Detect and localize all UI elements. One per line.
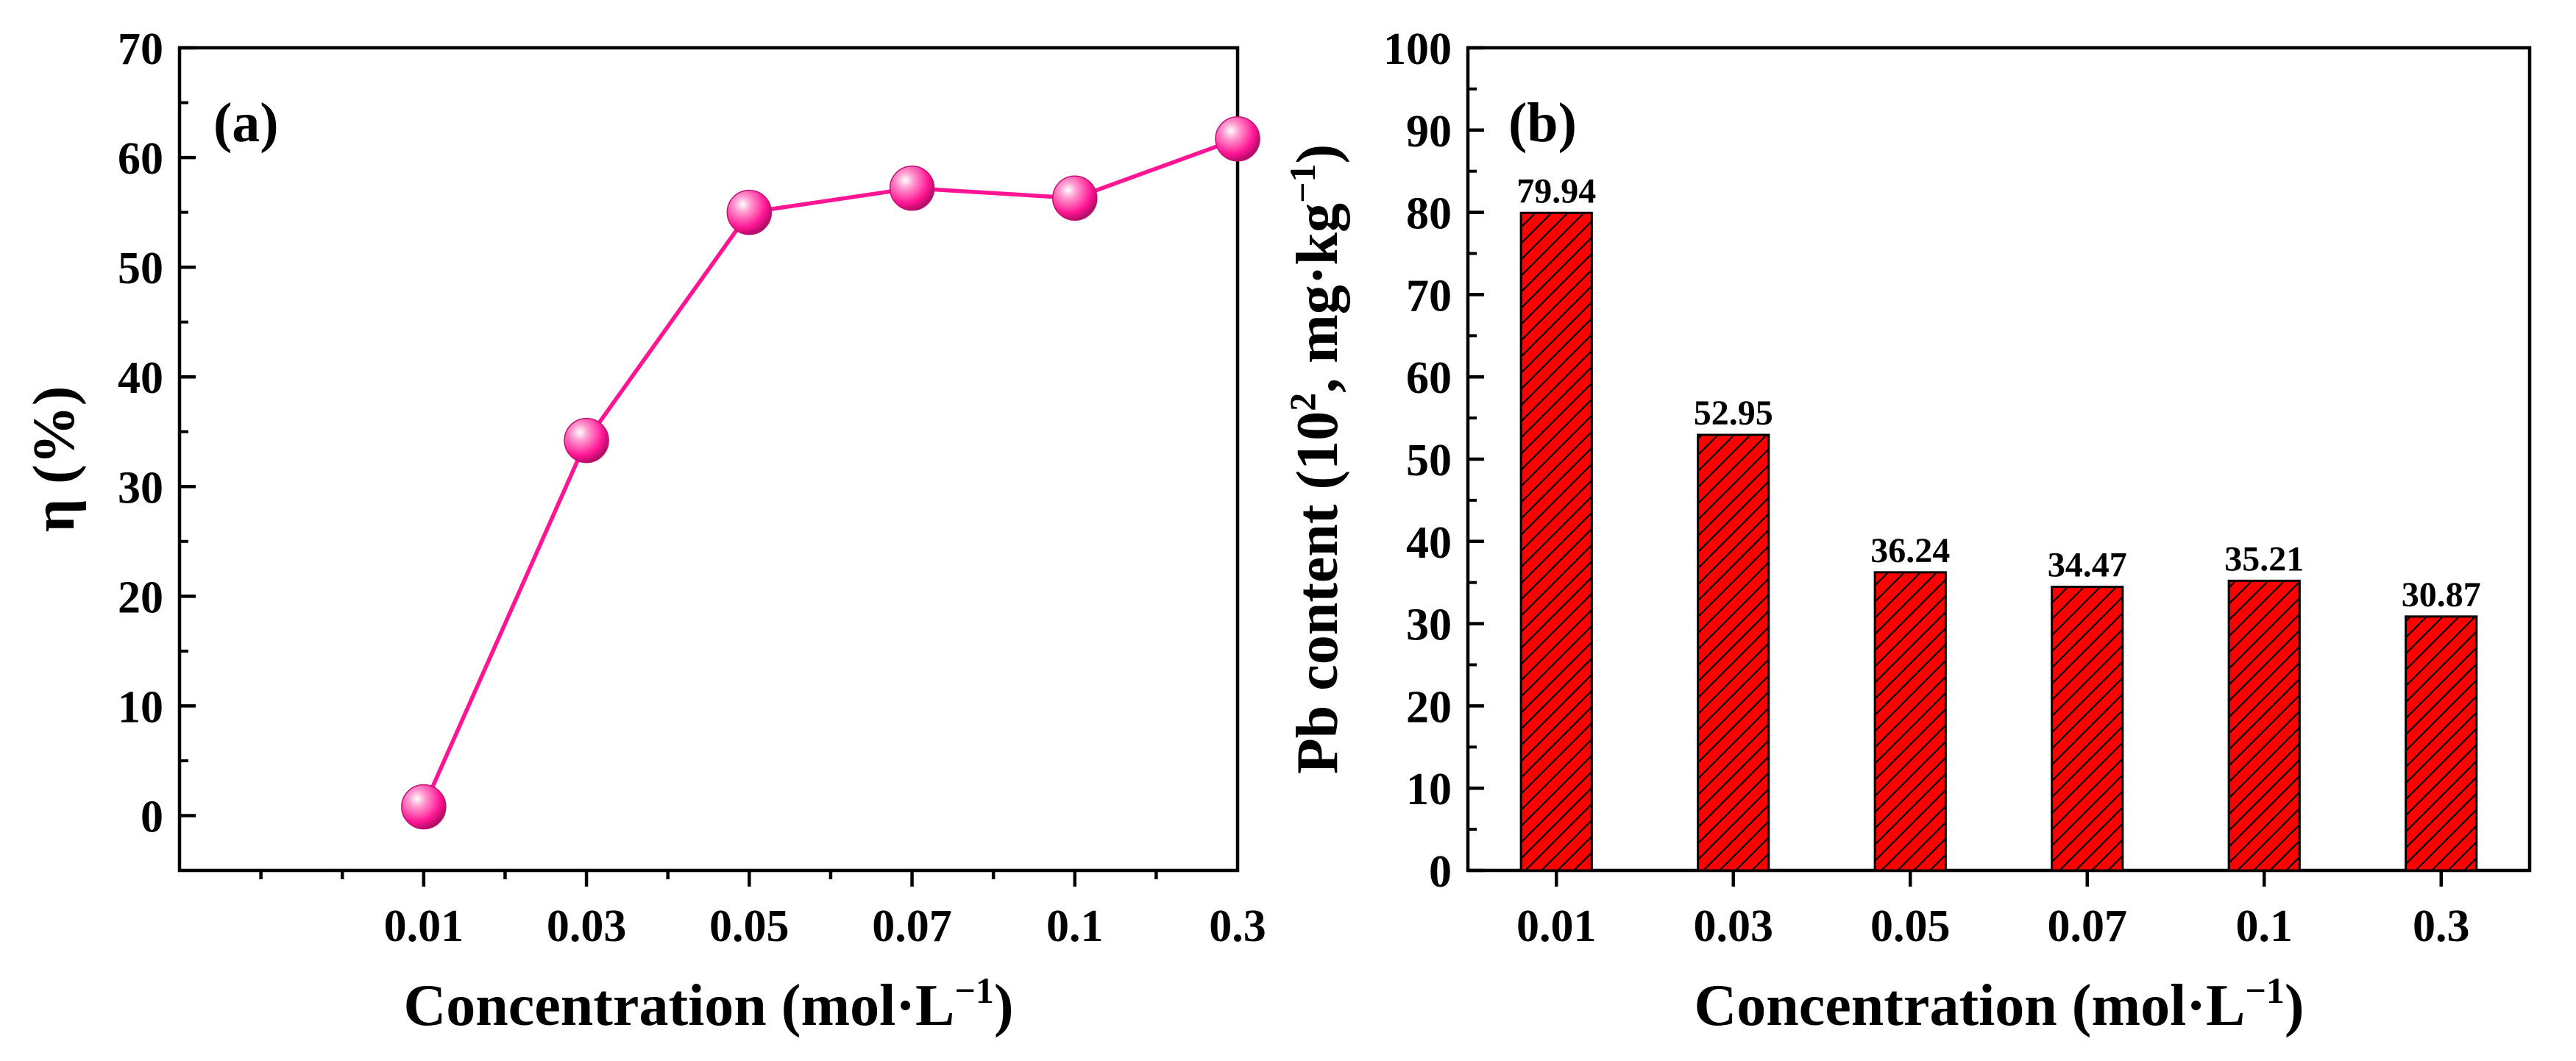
panel-b-y-title-part1: Pb content (10 xyxy=(1285,411,1350,774)
panel-b-bar-value-label: 79.94 xyxy=(1516,171,1596,210)
panel-a-x-tick-label: 0.07 xyxy=(872,901,952,951)
panel-a-label: (a) xyxy=(213,92,279,154)
panel-b-y-tick-label: 20 xyxy=(1406,682,1452,732)
panel-a-y-tick-label: 50 xyxy=(118,244,163,294)
panel-b-y-axis: 0 10 20 30 40 50 60 70 80 90 100 xyxy=(1383,24,1484,897)
panel-b-y-tick-label: 50 xyxy=(1406,436,1452,486)
panel-a-x-axis: 0.01 0.03 0.05 0.07 0.1 0.3 xyxy=(259,870,1266,951)
panel-b-x-tick-label: 0.01 xyxy=(1516,901,1597,951)
panel-b-x-axis-title: Concentration (mol·L−1) xyxy=(1695,970,2304,1038)
panel-b-y-tick-label: 100 xyxy=(1383,24,1452,74)
panel-b-y-tick-label: 30 xyxy=(1406,600,1452,650)
panel-b-bar xyxy=(1873,571,1947,872)
panel-a-x-tick-label: 0.03 xyxy=(547,901,627,951)
panel-b-bar xyxy=(2051,586,2124,872)
panel-a-y-tick-label: 30 xyxy=(118,463,163,513)
panel-a-y-tick-label: 40 xyxy=(118,353,163,403)
panel-b-y-tick-label: 40 xyxy=(1406,518,1452,568)
panel-a-data-point xyxy=(401,784,447,830)
panel-b-x-tick-label: 0.1 xyxy=(2236,901,2293,951)
panel-b-label: (b) xyxy=(1508,92,1577,154)
panel-a-x-axis-title-end: ) xyxy=(994,973,1014,1038)
panel-a-y-tick-label: 60 xyxy=(118,134,163,184)
panel-b-bar-value-label: 52.95 xyxy=(1694,394,1773,433)
panel-b-y-title-part2: , mg·kg xyxy=(1285,203,1350,393)
panel-b-y-tick-label: 10 xyxy=(1406,764,1452,815)
panel-a-plot-frame xyxy=(177,46,1240,873)
panel-b-y-axis-title: Pb content (102, mg·kg−1) xyxy=(1282,144,1350,774)
panel-b-x-axis: 0.01 0.03 0.05 0.07 0.1 0.3 xyxy=(1516,870,2470,951)
panel-b-x-tick-label: 0.3 xyxy=(2413,901,2470,951)
panel-a-series xyxy=(401,116,1260,830)
panel-b-y-tick-label: 60 xyxy=(1406,353,1452,403)
panel-b-y-title-sup1: 2 xyxy=(1282,393,1323,411)
panel-a-x-tick-label: 0.3 xyxy=(1209,901,1266,951)
panel-b-y-tick-label: 80 xyxy=(1406,189,1452,239)
panel-a-y-tick-label: 20 xyxy=(118,572,163,622)
panel-a-y-tick-label: 10 xyxy=(118,682,163,732)
panel-b-plot-frame xyxy=(1466,46,2532,873)
panel-b-bar-value-label: 36.24 xyxy=(1870,531,1950,570)
panel-a-x-tick-label: 0.01 xyxy=(384,901,464,951)
panel-b-y-tick-label: 90 xyxy=(1406,107,1452,157)
panel-b-y-tick-label: 70 xyxy=(1406,271,1452,321)
panel-a-x-tick-label: 0.1 xyxy=(1046,901,1104,951)
panel-b-x-tick-label: 0.03 xyxy=(1694,901,1774,951)
panel-a-data-point xyxy=(726,189,773,235)
panel-b-bar xyxy=(2227,579,2301,872)
panel-b-bar xyxy=(1519,211,1593,872)
panel-a-data-point xyxy=(1215,116,1260,162)
panel-b-x-tick-label: 0.07 xyxy=(2048,901,2128,951)
panel-b-x-axis-title-end: ) xyxy=(2285,973,2304,1038)
panel-a-data-point xyxy=(564,417,609,464)
panel-a-y-axis: 0 10 20 30 40 50 60 70 xyxy=(118,24,196,842)
panel-b-y-title-part3: ) xyxy=(1285,144,1350,164)
panel-a-y-axis-title: η (%) xyxy=(22,386,87,533)
panel-b-x-axis-title-sup: −1 xyxy=(2245,970,2285,1011)
panel-b-bar-chart: 79.94 52.95 36.24 34.47 35.21 30.87 0 10 20 30 40… xyxy=(1282,24,2532,1038)
panel-a-data-point xyxy=(889,166,935,211)
panel-b-bar xyxy=(2405,615,2478,872)
panel-a-x-tick-label: 0.05 xyxy=(709,901,790,951)
panel-a-line-chart: 0 10 20 30 40 50 60 70 0.01 0.03 0.05 0.07 0.1 0.3 (… xyxy=(22,24,1266,1038)
panel-b-y-title-sup2: −1 xyxy=(1282,164,1323,204)
panel-b-bar xyxy=(1697,433,1770,872)
panel-a-series-line xyxy=(422,137,1238,808)
panel-a-data-point xyxy=(1052,175,1098,221)
panel-b-bars: 79.94 52.95 36.24 34.47 35.21 30.87 xyxy=(1516,171,2481,872)
panel-b-y-tick-label: 0 xyxy=(1429,847,1452,897)
panel-b-x-tick-label: 0.05 xyxy=(1870,901,1951,951)
panel-b-x-axis-title-main: Concentration (mol·L xyxy=(1695,973,2246,1038)
panel-a-y-tick-label: 0 xyxy=(141,792,163,842)
panel-a-y-tick-label: 70 xyxy=(118,24,163,74)
panel-a-x-axis-title-sup: −1 xyxy=(954,970,994,1011)
panel-a-x-axis-title: Concentration (mol·L−1) xyxy=(404,970,1014,1038)
panel-a-x-axis-title-main: Concentration (mol·L xyxy=(404,973,955,1038)
panel-b-bar-value-label: 30.87 xyxy=(2402,575,2481,614)
panel-b-bar-value-label: 35.21 xyxy=(2224,539,2304,578)
panel-b-bar-value-label: 34.47 xyxy=(2048,546,2127,585)
